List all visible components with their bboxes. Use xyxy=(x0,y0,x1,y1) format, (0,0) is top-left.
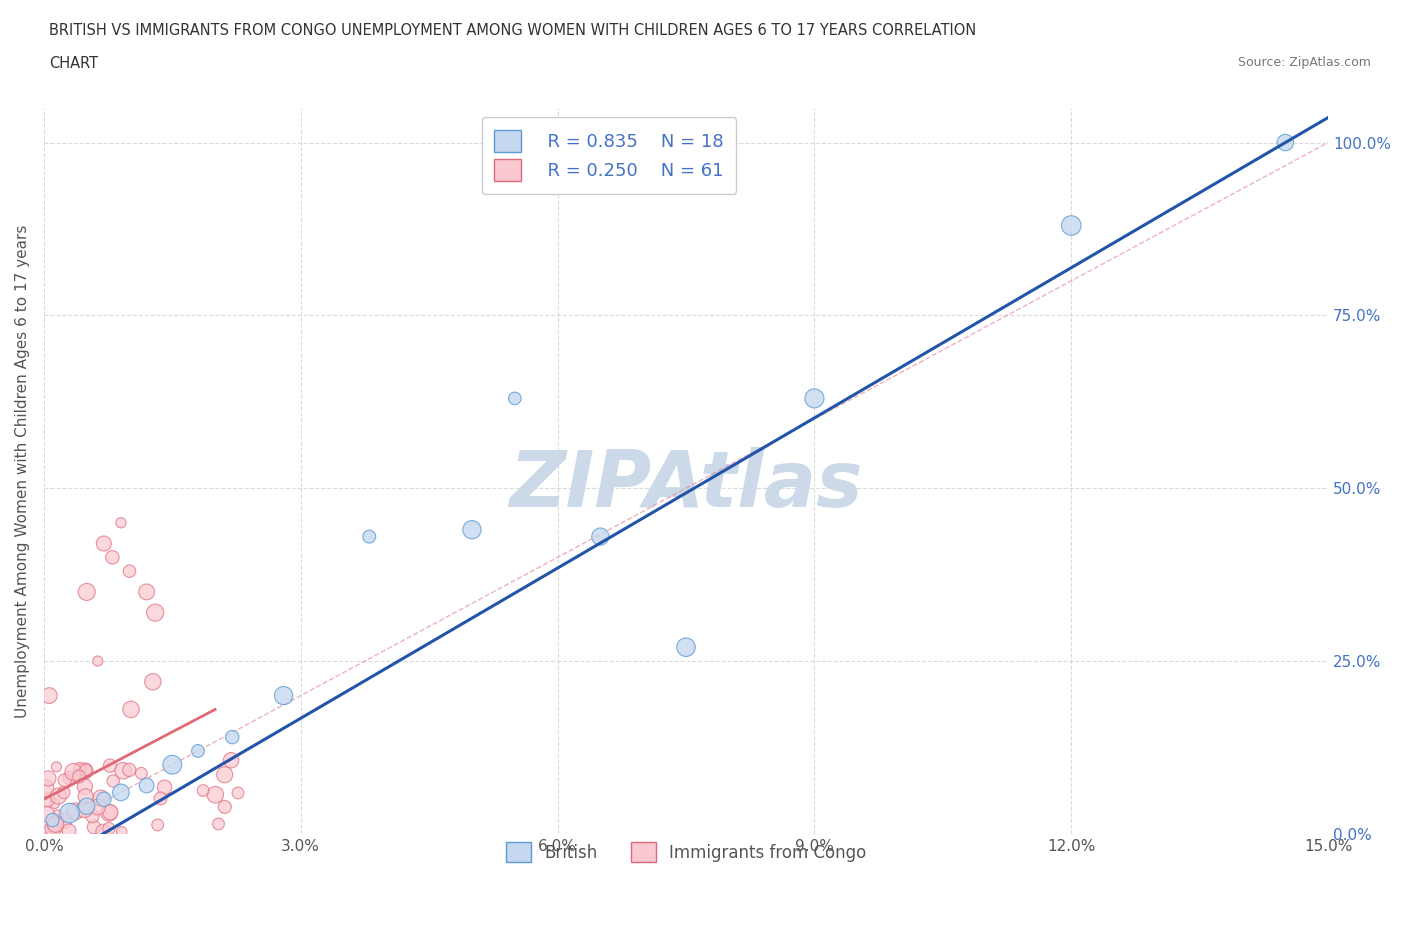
Y-axis label: Unemployment Among Women with Children Ages 6 to 17 years: Unemployment Among Women with Children A… xyxy=(15,224,30,718)
Point xyxy=(87,654,110,669)
Point xyxy=(42,820,65,835)
Point xyxy=(86,800,108,815)
Point xyxy=(118,763,141,777)
Point xyxy=(221,730,243,745)
Point xyxy=(34,780,56,795)
Point xyxy=(359,529,381,544)
Point xyxy=(58,771,80,786)
Point xyxy=(82,808,104,823)
Point xyxy=(675,640,697,655)
Point xyxy=(45,814,67,829)
Point xyxy=(90,790,112,805)
Point xyxy=(53,773,76,788)
Point xyxy=(38,688,60,703)
Point xyxy=(73,779,96,794)
Point xyxy=(803,391,825,405)
Point xyxy=(214,800,236,815)
Point xyxy=(44,796,66,811)
Legend: British, Immigrants from Congo: British, Immigrants from Congo xyxy=(499,835,873,870)
Point xyxy=(63,804,86,818)
Point xyxy=(48,789,70,804)
Point xyxy=(191,783,214,798)
Point xyxy=(1274,135,1296,150)
Text: Source: ZipAtlas.com: Source: ZipAtlas.com xyxy=(1237,56,1371,69)
Point xyxy=(76,799,98,814)
Point xyxy=(62,764,84,779)
Point xyxy=(35,807,58,822)
Point xyxy=(45,817,67,831)
Point xyxy=(1060,218,1083,232)
Point xyxy=(112,764,135,778)
Point xyxy=(69,762,91,777)
Point xyxy=(41,813,63,828)
Point xyxy=(93,791,115,806)
Point xyxy=(52,813,75,828)
Point xyxy=(76,584,98,599)
Point xyxy=(589,529,612,544)
Point xyxy=(98,805,121,820)
Point xyxy=(219,752,242,767)
Point xyxy=(110,515,132,530)
Point xyxy=(214,767,236,782)
Point xyxy=(204,788,226,803)
Point xyxy=(135,584,157,599)
Point xyxy=(98,804,121,819)
Point xyxy=(503,391,526,405)
Point xyxy=(37,792,59,807)
Point xyxy=(118,564,141,578)
Text: ZIPAtlas: ZIPAtlas xyxy=(509,447,863,524)
Point xyxy=(131,766,153,781)
Point xyxy=(37,771,59,786)
Point xyxy=(91,824,114,839)
Point xyxy=(98,758,121,773)
Point xyxy=(73,802,96,817)
Point xyxy=(45,760,67,775)
Point xyxy=(97,821,120,836)
Point xyxy=(273,688,295,703)
Point xyxy=(207,817,229,831)
Point xyxy=(58,805,80,820)
Text: CHART: CHART xyxy=(49,56,98,71)
Point xyxy=(44,818,66,833)
Point xyxy=(146,817,169,832)
Point xyxy=(93,536,115,551)
Point xyxy=(461,523,484,538)
Point xyxy=(149,790,172,805)
Point xyxy=(135,778,157,793)
Point xyxy=(187,743,209,758)
Point xyxy=(67,769,90,784)
Point xyxy=(73,764,96,778)
Point xyxy=(226,786,249,801)
Point xyxy=(110,785,132,800)
Point xyxy=(46,807,69,822)
Point xyxy=(142,674,165,689)
Point xyxy=(101,550,124,565)
Point xyxy=(103,774,125,789)
Point xyxy=(120,702,142,717)
Point xyxy=(162,757,184,772)
Point xyxy=(75,763,97,777)
Point xyxy=(75,789,97,804)
Point xyxy=(153,780,176,795)
Point xyxy=(143,605,166,620)
Point xyxy=(111,824,134,839)
Point xyxy=(58,823,80,838)
Point xyxy=(52,785,75,800)
Text: BRITISH VS IMMIGRANTS FROM CONGO UNEMPLOYMENT AMONG WOMEN WITH CHILDREN AGES 6 T: BRITISH VS IMMIGRANTS FROM CONGO UNEMPLO… xyxy=(49,23,976,38)
Point xyxy=(83,819,105,834)
